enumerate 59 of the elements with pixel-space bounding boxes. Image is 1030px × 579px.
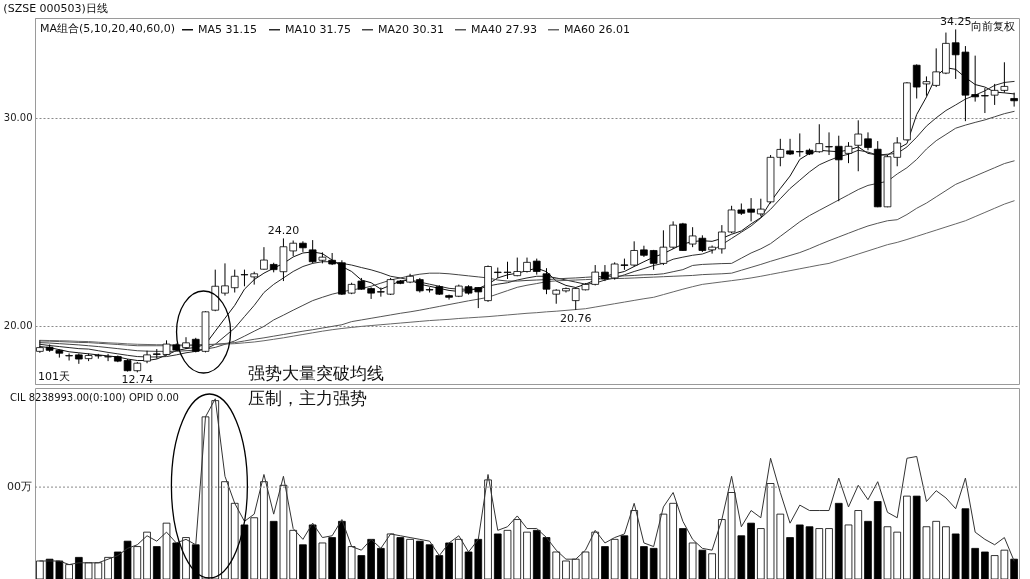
legend-label: MA20 30.31 (378, 22, 444, 36)
candlestick (971, 55, 979, 103)
annotation: 压制，主力强势 (247, 388, 367, 408)
bar (75, 556, 83, 579)
y-tick-label: 20.00 (3, 320, 33, 332)
ref-line-label: 00万 (7, 480, 32, 494)
candlestick (630, 240, 638, 268)
candlestick (708, 245, 716, 255)
bar (328, 537, 336, 579)
bar (981, 551, 989, 579)
candlestick (260, 246, 268, 271)
bar (416, 540, 424, 579)
bar (299, 544, 307, 579)
annotation: 34.25 (939, 15, 972, 29)
annotation: 24.20 (267, 224, 300, 238)
annotation: 向前复权 (971, 20, 1015, 33)
candlestick (182, 336, 190, 350)
bar (640, 546, 648, 579)
candlestick (542, 267, 551, 295)
candlestick (65, 352, 73, 361)
annotation: 强势大量突破均线 (247, 363, 384, 383)
bar (971, 547, 979, 579)
bar (786, 537, 794, 579)
bar (1010, 558, 1018, 579)
bar (679, 528, 687, 579)
bar (338, 520, 346, 579)
legend-label: MA40 27.93 (471, 22, 537, 36)
legend-label: MA10 31.75 (285, 22, 351, 36)
bar (747, 522, 755, 579)
legend-title: MA组合(5,10,20,40,60,0) (40, 22, 176, 35)
bar (367, 538, 375, 579)
candlestick (669, 220, 677, 250)
candlestick (328, 252, 336, 266)
bar (864, 520, 872, 579)
chart-title: CIL 8238993.00(0:100) OPID 0.00 (10, 392, 179, 403)
annotation: 20.76 (559, 311, 592, 325)
candlestick (367, 286, 375, 300)
bar (601, 546, 609, 579)
candlestick (747, 197, 755, 222)
candlestick (854, 119, 863, 172)
candlestick (377, 287, 385, 298)
candlestick (1010, 92, 1018, 108)
y-tick-label: 30.00 (3, 112, 33, 124)
candlestick (221, 262, 229, 297)
annotation: 12.74 (121, 373, 154, 387)
candlestick (299, 240, 307, 253)
candlestick (786, 138, 794, 156)
candlestick (104, 353, 112, 362)
candlestick (230, 269, 239, 293)
chart-title: (SZSE 000503)日线 (3, 2, 108, 16)
legend-label: MA5 31.15 (198, 22, 258, 36)
candlestick (825, 131, 833, 156)
candlestick (981, 87, 989, 114)
candlestick (36, 339, 44, 354)
candlestick (718, 224, 726, 255)
bar (445, 542, 453, 579)
legend-label: MA60 26.01 (564, 22, 630, 36)
annotation: 101天 (38, 370, 70, 383)
bar (377, 547, 385, 579)
